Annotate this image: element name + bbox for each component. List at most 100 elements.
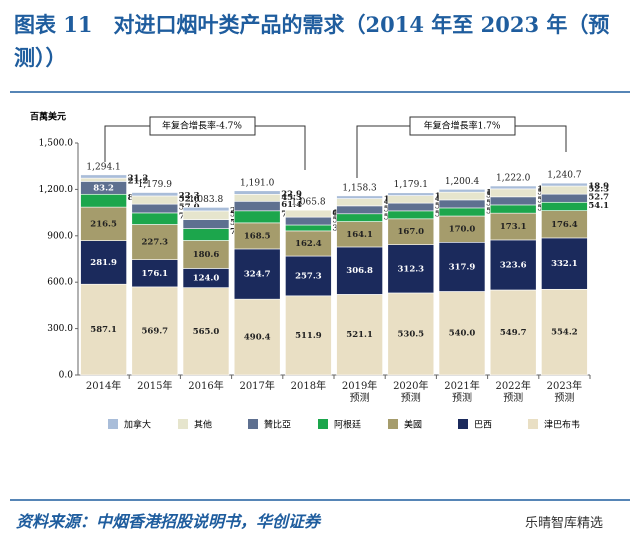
legend-label: 阿根廷 <box>334 419 361 431</box>
bar-segment <box>285 255 332 297</box>
data-label: 162.4 <box>295 239 322 249</box>
data-label: 164.1 <box>346 230 373 240</box>
y-tick-label: 300.0 <box>47 324 73 334</box>
bar-segment <box>336 246 383 295</box>
bar-segment <box>438 215 486 243</box>
bar-segment <box>387 195 435 204</box>
x-tick-label: 2023年 预测 <box>546 381 583 404</box>
x-tick-label: 2018年 <box>290 381 327 392</box>
bar-segment <box>438 199 486 209</box>
bar-segment <box>438 242 486 292</box>
x-tick-label: 2019年 预测 <box>341 381 378 404</box>
data-label: 124.0 <box>193 274 220 284</box>
total-label: 1,222.0 <box>496 173 531 183</box>
x-tick-label: 2020年 预测 <box>393 381 429 404</box>
bar-segment <box>489 289 537 376</box>
x-tick-label: 2017年 <box>239 381 275 392</box>
bar-segment <box>541 288 588 376</box>
data-label: 312.3 <box>397 264 424 274</box>
data-label: 170.0 <box>449 225 476 235</box>
y-tick-label: 1,500.0 <box>39 139 74 149</box>
bar-segment <box>541 185 588 195</box>
bar-segment <box>438 189 486 193</box>
legend-swatch <box>458 419 468 429</box>
legend-label: 其他 <box>194 419 212 431</box>
data-label: 173.1 <box>500 222 527 232</box>
x-tick-label: 2016年 <box>188 381 224 392</box>
bar-segment <box>387 292 435 376</box>
data-label: 306.8 <box>346 266 373 276</box>
legend-label: 津巴布韦 <box>544 419 580 431</box>
bar-segment <box>285 295 332 376</box>
bar-segment <box>80 193 127 208</box>
data-label: 180.6 <box>193 250 220 260</box>
bar-segment <box>285 209 332 218</box>
data-label: 490.4 <box>244 333 271 343</box>
source: 资料来源：中烟香港招股说明书，华创证券 <box>16 512 321 531</box>
bar-segment <box>182 287 230 376</box>
total-label: 1,065.8 <box>291 198 326 208</box>
bar-segment <box>131 203 179 214</box>
bracket <box>104 116 567 178</box>
bar-segment <box>387 244 435 294</box>
data-label: 176.4 <box>551 220 578 230</box>
data-label: 21.2 <box>128 173 149 183</box>
bar-segment <box>131 259 179 288</box>
bar-segment <box>131 286 179 376</box>
y-tick-label: 600.0 <box>47 278 73 288</box>
bar-segment <box>233 298 281 376</box>
annotation: 年复合增長率-4.7% <box>162 120 242 132</box>
total-label: 1,158.3 <box>342 183 377 193</box>
legend-swatch <box>528 419 538 429</box>
bar-segment <box>541 201 588 211</box>
bar-segment <box>387 202 435 212</box>
data-label: 323.6 <box>500 260 527 270</box>
total-label: 1,083.8 <box>189 195 224 205</box>
bar-segment <box>182 240 230 269</box>
bar-segment <box>233 210 281 224</box>
bar-segment <box>489 239 537 291</box>
legend-label: 巴西 <box>474 420 492 431</box>
data-label: 332.1 <box>551 259 578 269</box>
legend-swatch <box>388 419 398 429</box>
bar-segment <box>336 294 383 376</box>
total-label: 1,191.0 <box>240 178 275 188</box>
data-label: 521.1 <box>346 330 373 340</box>
data-label: 168.5 <box>244 231 271 241</box>
bar-segment <box>233 222 281 250</box>
bar-segment <box>131 195 179 205</box>
data-label: 83.2 <box>93 183 114 193</box>
bar-segment <box>131 212 179 225</box>
bar-segment <box>233 190 281 195</box>
bar-segment <box>182 228 230 241</box>
bar-segment <box>438 291 486 376</box>
data-label: 52.7 <box>588 193 609 203</box>
legend-swatch <box>178 419 188 429</box>
bar-segment <box>233 201 281 212</box>
data-label: 569.7 <box>141 326 168 336</box>
bar-segment <box>336 195 383 199</box>
legend-label: 贊比亞 <box>264 419 291 431</box>
annotation: 年复合增長率1.7% <box>424 120 501 132</box>
data-label: 281.9 <box>90 258 117 268</box>
bar-segment <box>80 283 127 376</box>
bar-segment <box>285 224 332 232</box>
legend-swatch <box>108 419 118 429</box>
data-label: 22.9 <box>281 189 302 199</box>
bar-segment <box>387 192 435 196</box>
bar-segment <box>336 213 383 222</box>
bar-segment <box>541 193 588 203</box>
bar-segment <box>387 218 435 245</box>
bar-segment <box>541 237 588 290</box>
data-label: 554.2 <box>551 328 578 338</box>
data-label: 530.5 <box>397 329 424 339</box>
legend-label: 加拿大 <box>124 419 151 431</box>
data-label: 511.9 <box>295 331 322 341</box>
legend-swatch <box>318 419 328 429</box>
data-label: 176.1 <box>141 269 168 279</box>
bar-segment <box>489 196 537 206</box>
chart-title: 图表 11 对进口烟叶类产品的需求（2014 年至 2023 年（预测）） <box>14 12 610 70</box>
data-label: 167.0 <box>397 227 424 237</box>
